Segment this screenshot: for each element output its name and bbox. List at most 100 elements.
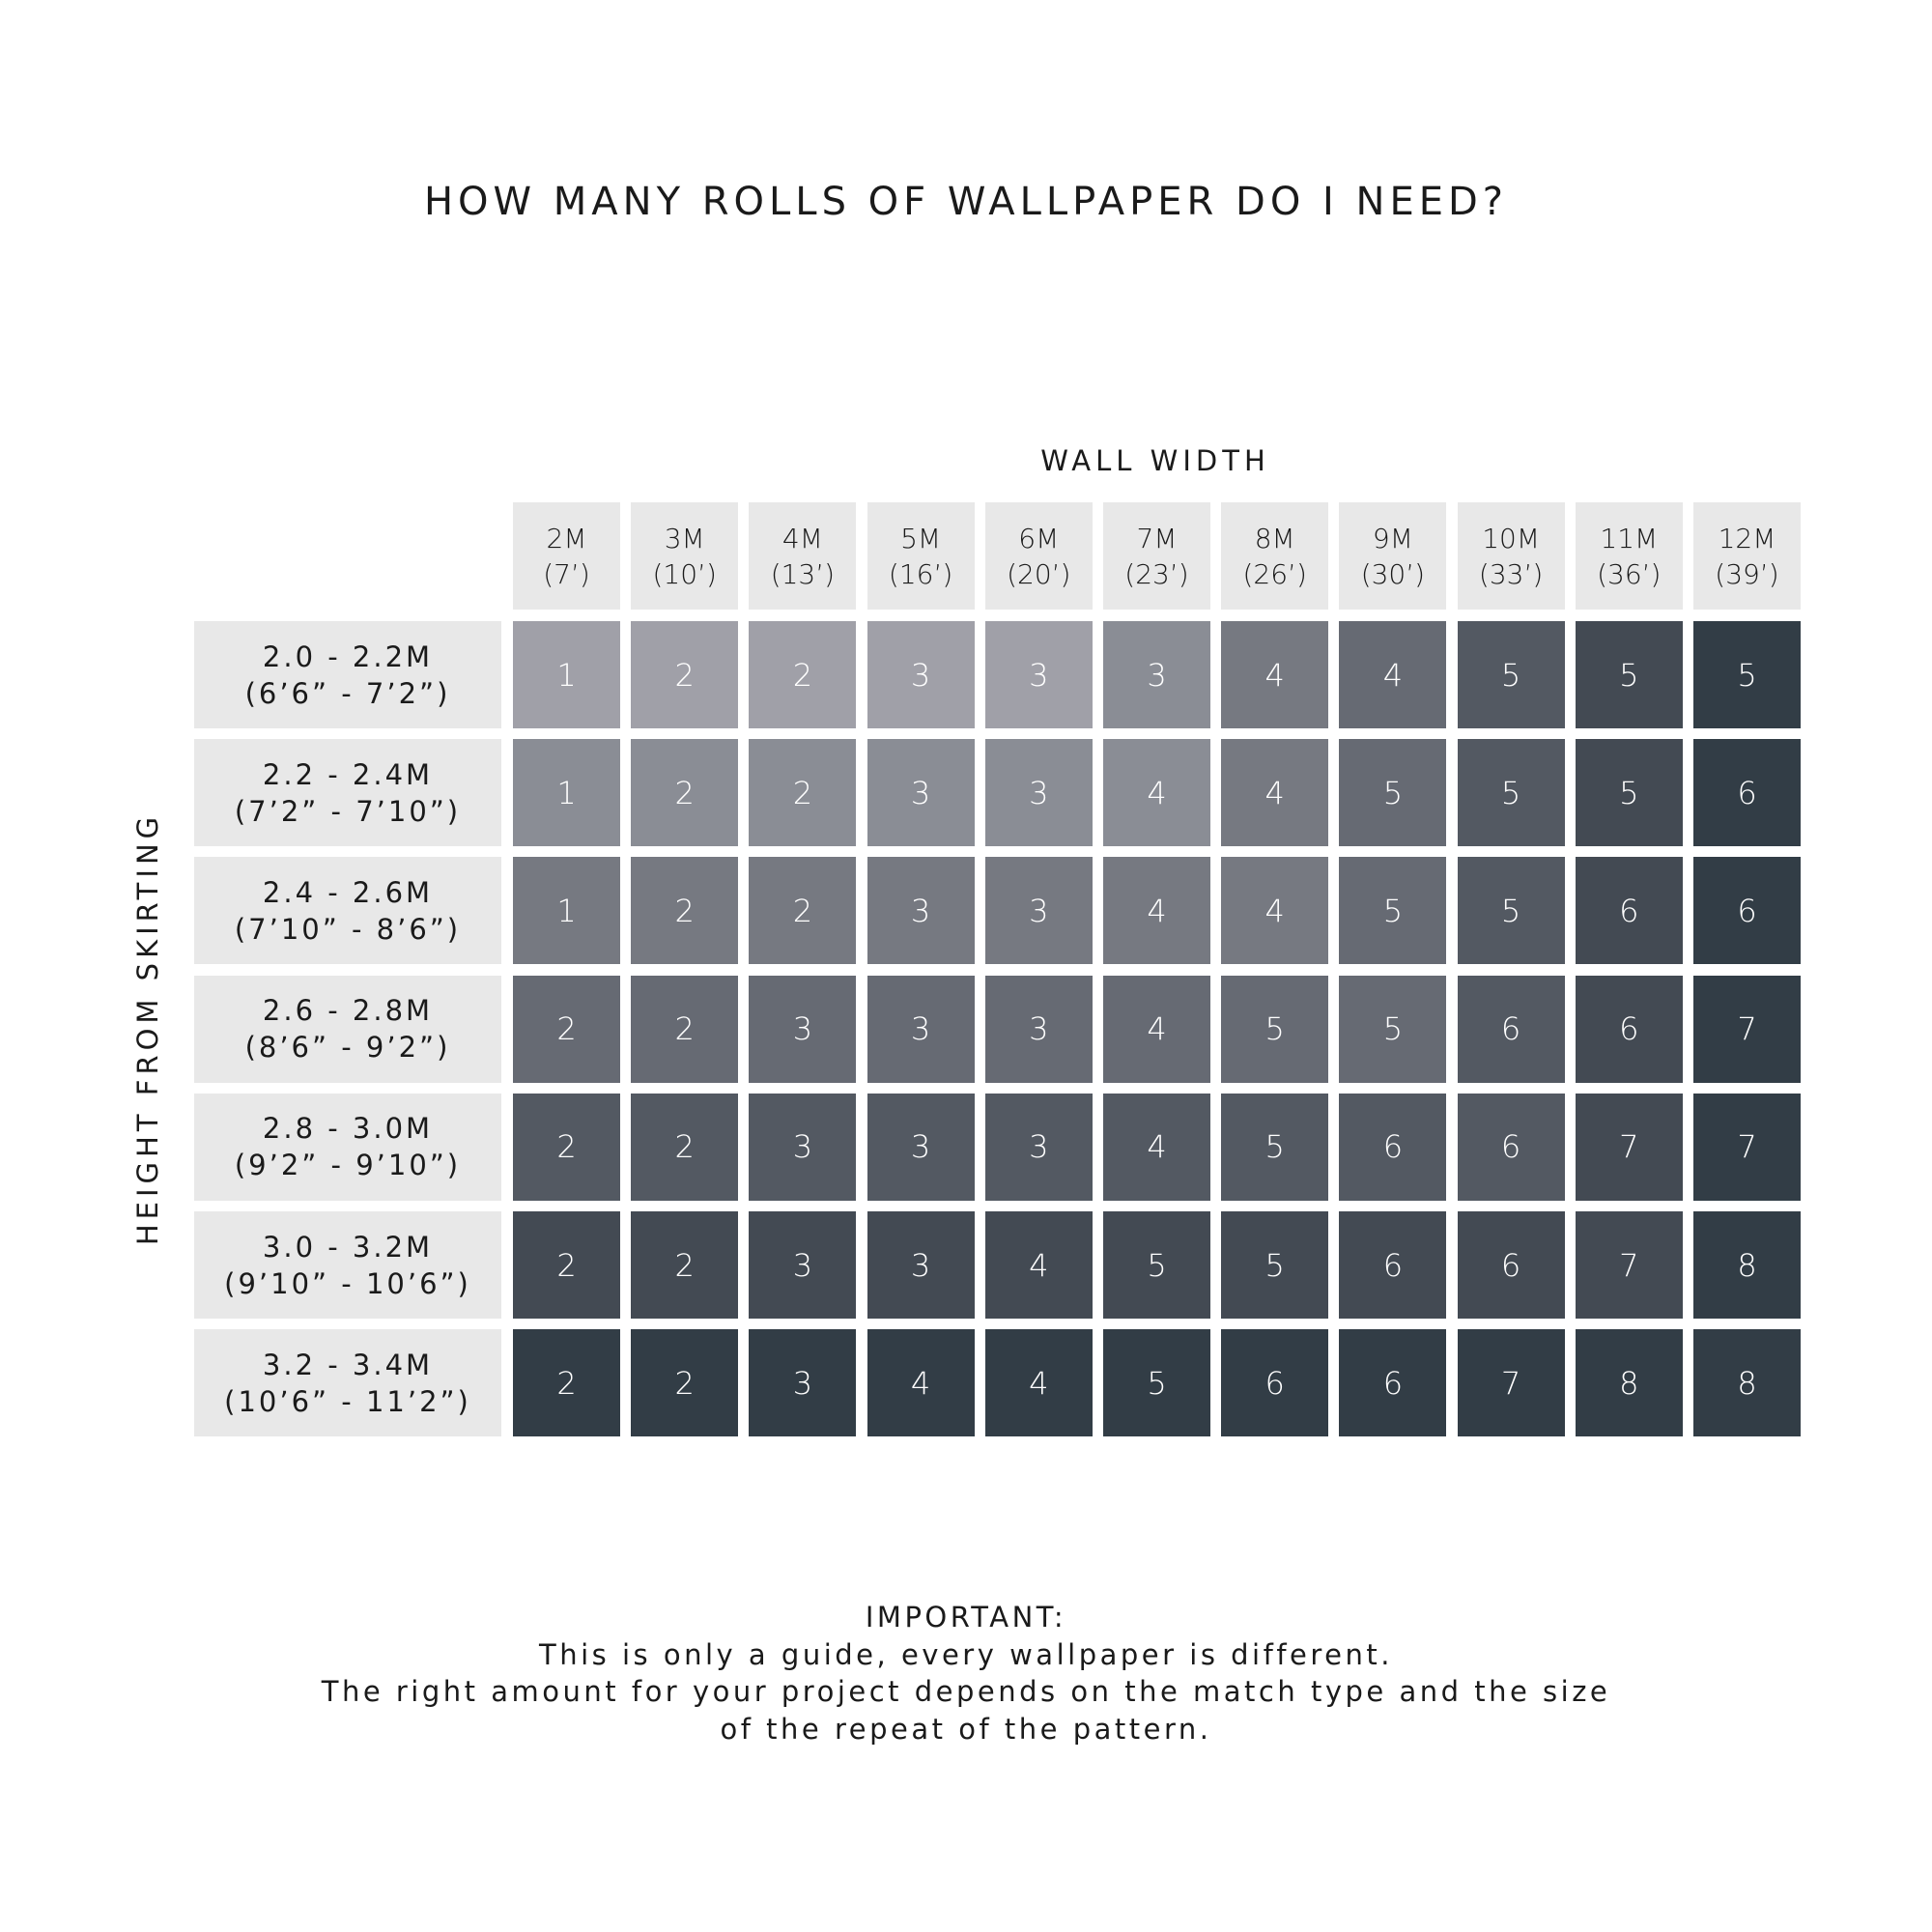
value-cell: 4 <box>1103 975 1210 1083</box>
value-cell: 6 <box>1339 1093 1447 1201</box>
row-header-imperial: (7’10” - 8’6”) <box>234 912 462 946</box>
value-cell: 2 <box>631 975 739 1083</box>
value-cell: 3 <box>749 975 857 1083</box>
row-header: 2.4 - 2.6M (7’10” - 8’6”) <box>194 857 501 965</box>
column-header-imperial: (30’) <box>1360 557 1426 590</box>
column-header: 9M (30’) <box>1339 502 1447 610</box>
column-header-imperial: (33’) <box>1478 557 1544 590</box>
value-cell: 4 <box>1221 857 1329 965</box>
value-cell: 3 <box>867 857 975 965</box>
row-header: 3.0 - 3.2M (9’10” - 10’6”) <box>194 1211 501 1319</box>
chart-title: HOW MANY ROLLS OF WALLPAPER DO I NEED? <box>423 180 1509 224</box>
value-cell: 2 <box>513 1329 620 1437</box>
value-cell: 3 <box>749 1093 857 1201</box>
value-cell: 4 <box>984 1211 1093 1319</box>
column-header-metric: 9M <box>1372 522 1413 554</box>
value-cell: 2 <box>631 857 739 965</box>
value-cell: 7 <box>1575 1211 1683 1319</box>
column-header-metric: 10M <box>1482 522 1540 554</box>
row-header: 2.6 - 2.8M (8’6” - 9’2”) <box>194 975 501 1083</box>
value-cell: 3 <box>867 1093 975 1201</box>
column-header-imperial: (13’) <box>770 557 836 590</box>
row-header-metric: 3.2 - 3.4M <box>262 1348 434 1381</box>
column-header-metric: 3M <box>664 522 705 554</box>
value-cell: 3 <box>867 975 975 1083</box>
value-cell: 7 <box>1575 1093 1683 1201</box>
value-cell: 4 <box>1103 857 1210 965</box>
column-header-metric: 5M <box>900 522 942 554</box>
value-cell: 2 <box>631 1329 739 1437</box>
column-header-imperial: (20’) <box>1007 557 1071 590</box>
value-cell: 5 <box>1221 975 1329 1083</box>
column-header: 3M (10’) <box>631 502 739 610</box>
value-cell: 1 <box>513 857 620 965</box>
row-header-metric: 2.0 - 2.2M <box>262 639 434 673</box>
value-cell: 6 <box>1339 1329 1447 1437</box>
column-header-imperial: (10’) <box>652 557 717 590</box>
value-cell: 2 <box>513 1093 620 1201</box>
value-cell: 5 <box>1575 621 1683 728</box>
value-cell: 6 <box>1693 739 1801 847</box>
value-cell: 3 <box>984 739 1093 847</box>
value-cell: 2 <box>749 857 857 965</box>
column-header: 12M (39’) <box>1693 502 1801 610</box>
column-header-metric: 7M <box>1136 522 1178 554</box>
value-cell: 5 <box>1339 739 1447 847</box>
column-header: 5M (16’) <box>867 502 975 610</box>
value-cell: 1 <box>513 739 620 847</box>
value-cell: 2 <box>631 1093 739 1201</box>
row-header-imperial: (7’2” - 7’10”) <box>234 794 462 828</box>
column-header: 10M (33’) <box>1457 502 1565 610</box>
value-cell: 3 <box>867 621 975 728</box>
row-header-metric: 2.6 - 2.8M <box>262 994 434 1028</box>
column-header-metric: 8M <box>1254 522 1295 554</box>
value-cell: 5 <box>1575 739 1683 847</box>
value-cell: 2 <box>749 739 857 847</box>
value-cell: 3 <box>867 1211 975 1319</box>
x-axis-label: WALL WIDTH <box>1040 444 1270 477</box>
value-cell: 5 <box>1693 621 1801 728</box>
footer-note: IMPORTANT: This is only a guide, every w… <box>0 1599 1932 1747</box>
value-cell: 5 <box>1103 1329 1210 1437</box>
value-cell: 2 <box>513 975 620 1083</box>
footer-heading: IMPORTANT: <box>865 1601 1067 1634</box>
column-header: 11M (36’) <box>1575 502 1683 610</box>
row-header: 3.2 - 3.4M (10’6” - 11’2”) <box>194 1329 501 1437</box>
column-header: 7M (23’) <box>1103 502 1210 610</box>
value-cell: 7 <box>1693 975 1801 1083</box>
value-cell: 6 <box>1339 1211 1447 1319</box>
value-cell: 6 <box>1457 1211 1565 1319</box>
value-cell: 8 <box>1575 1329 1683 1437</box>
value-cell: 5 <box>1103 1211 1210 1319</box>
column-header-metric: 12M <box>1718 522 1776 554</box>
value-cell: 8 <box>1693 1211 1801 1319</box>
row-header-metric: 2.4 - 2.6M <box>262 875 434 909</box>
y-axis-label: HEIGHT FROM SKIRTING <box>131 811 164 1246</box>
column-header: 4M (13’) <box>749 502 857 610</box>
value-cell: 5 <box>1457 739 1565 847</box>
footer-line: The right amount for your project depend… <box>321 1675 1611 1708</box>
value-cell: 6 <box>1457 1093 1565 1201</box>
value-cell: 4 <box>1221 739 1329 847</box>
value-cell: 4 <box>1103 739 1210 847</box>
column-header-metric: 6M <box>1018 522 1060 554</box>
column-header-imperial: (7’) <box>543 557 590 590</box>
value-cell: 1 <box>513 621 620 728</box>
column-header-imperial: (26’) <box>1242 557 1307 590</box>
value-cell: 3 <box>984 1093 1093 1201</box>
value-cell: 3 <box>749 1329 857 1437</box>
value-cell: 4 <box>984 1329 1093 1437</box>
column-header: 6M (20’) <box>984 502 1093 610</box>
column-header-metric: 4M <box>781 522 823 554</box>
value-cell: 5 <box>1457 621 1565 728</box>
value-cell: 7 <box>1457 1329 1565 1437</box>
value-cell: 8 <box>1693 1329 1801 1437</box>
value-cell: 5 <box>1339 857 1447 965</box>
row-header: 2.8 - 3.0M (9’2” - 9’10”) <box>194 1093 501 1201</box>
value-cell: 2 <box>749 621 857 728</box>
column-header-metric: 11M <box>1600 522 1659 554</box>
value-cell: 5 <box>1457 857 1565 965</box>
value-cell: 2 <box>513 1211 620 1319</box>
row-header: 2.0 - 2.2M (6’6” - 7’2”) <box>194 621 501 728</box>
value-cell: 3 <box>749 1211 857 1319</box>
